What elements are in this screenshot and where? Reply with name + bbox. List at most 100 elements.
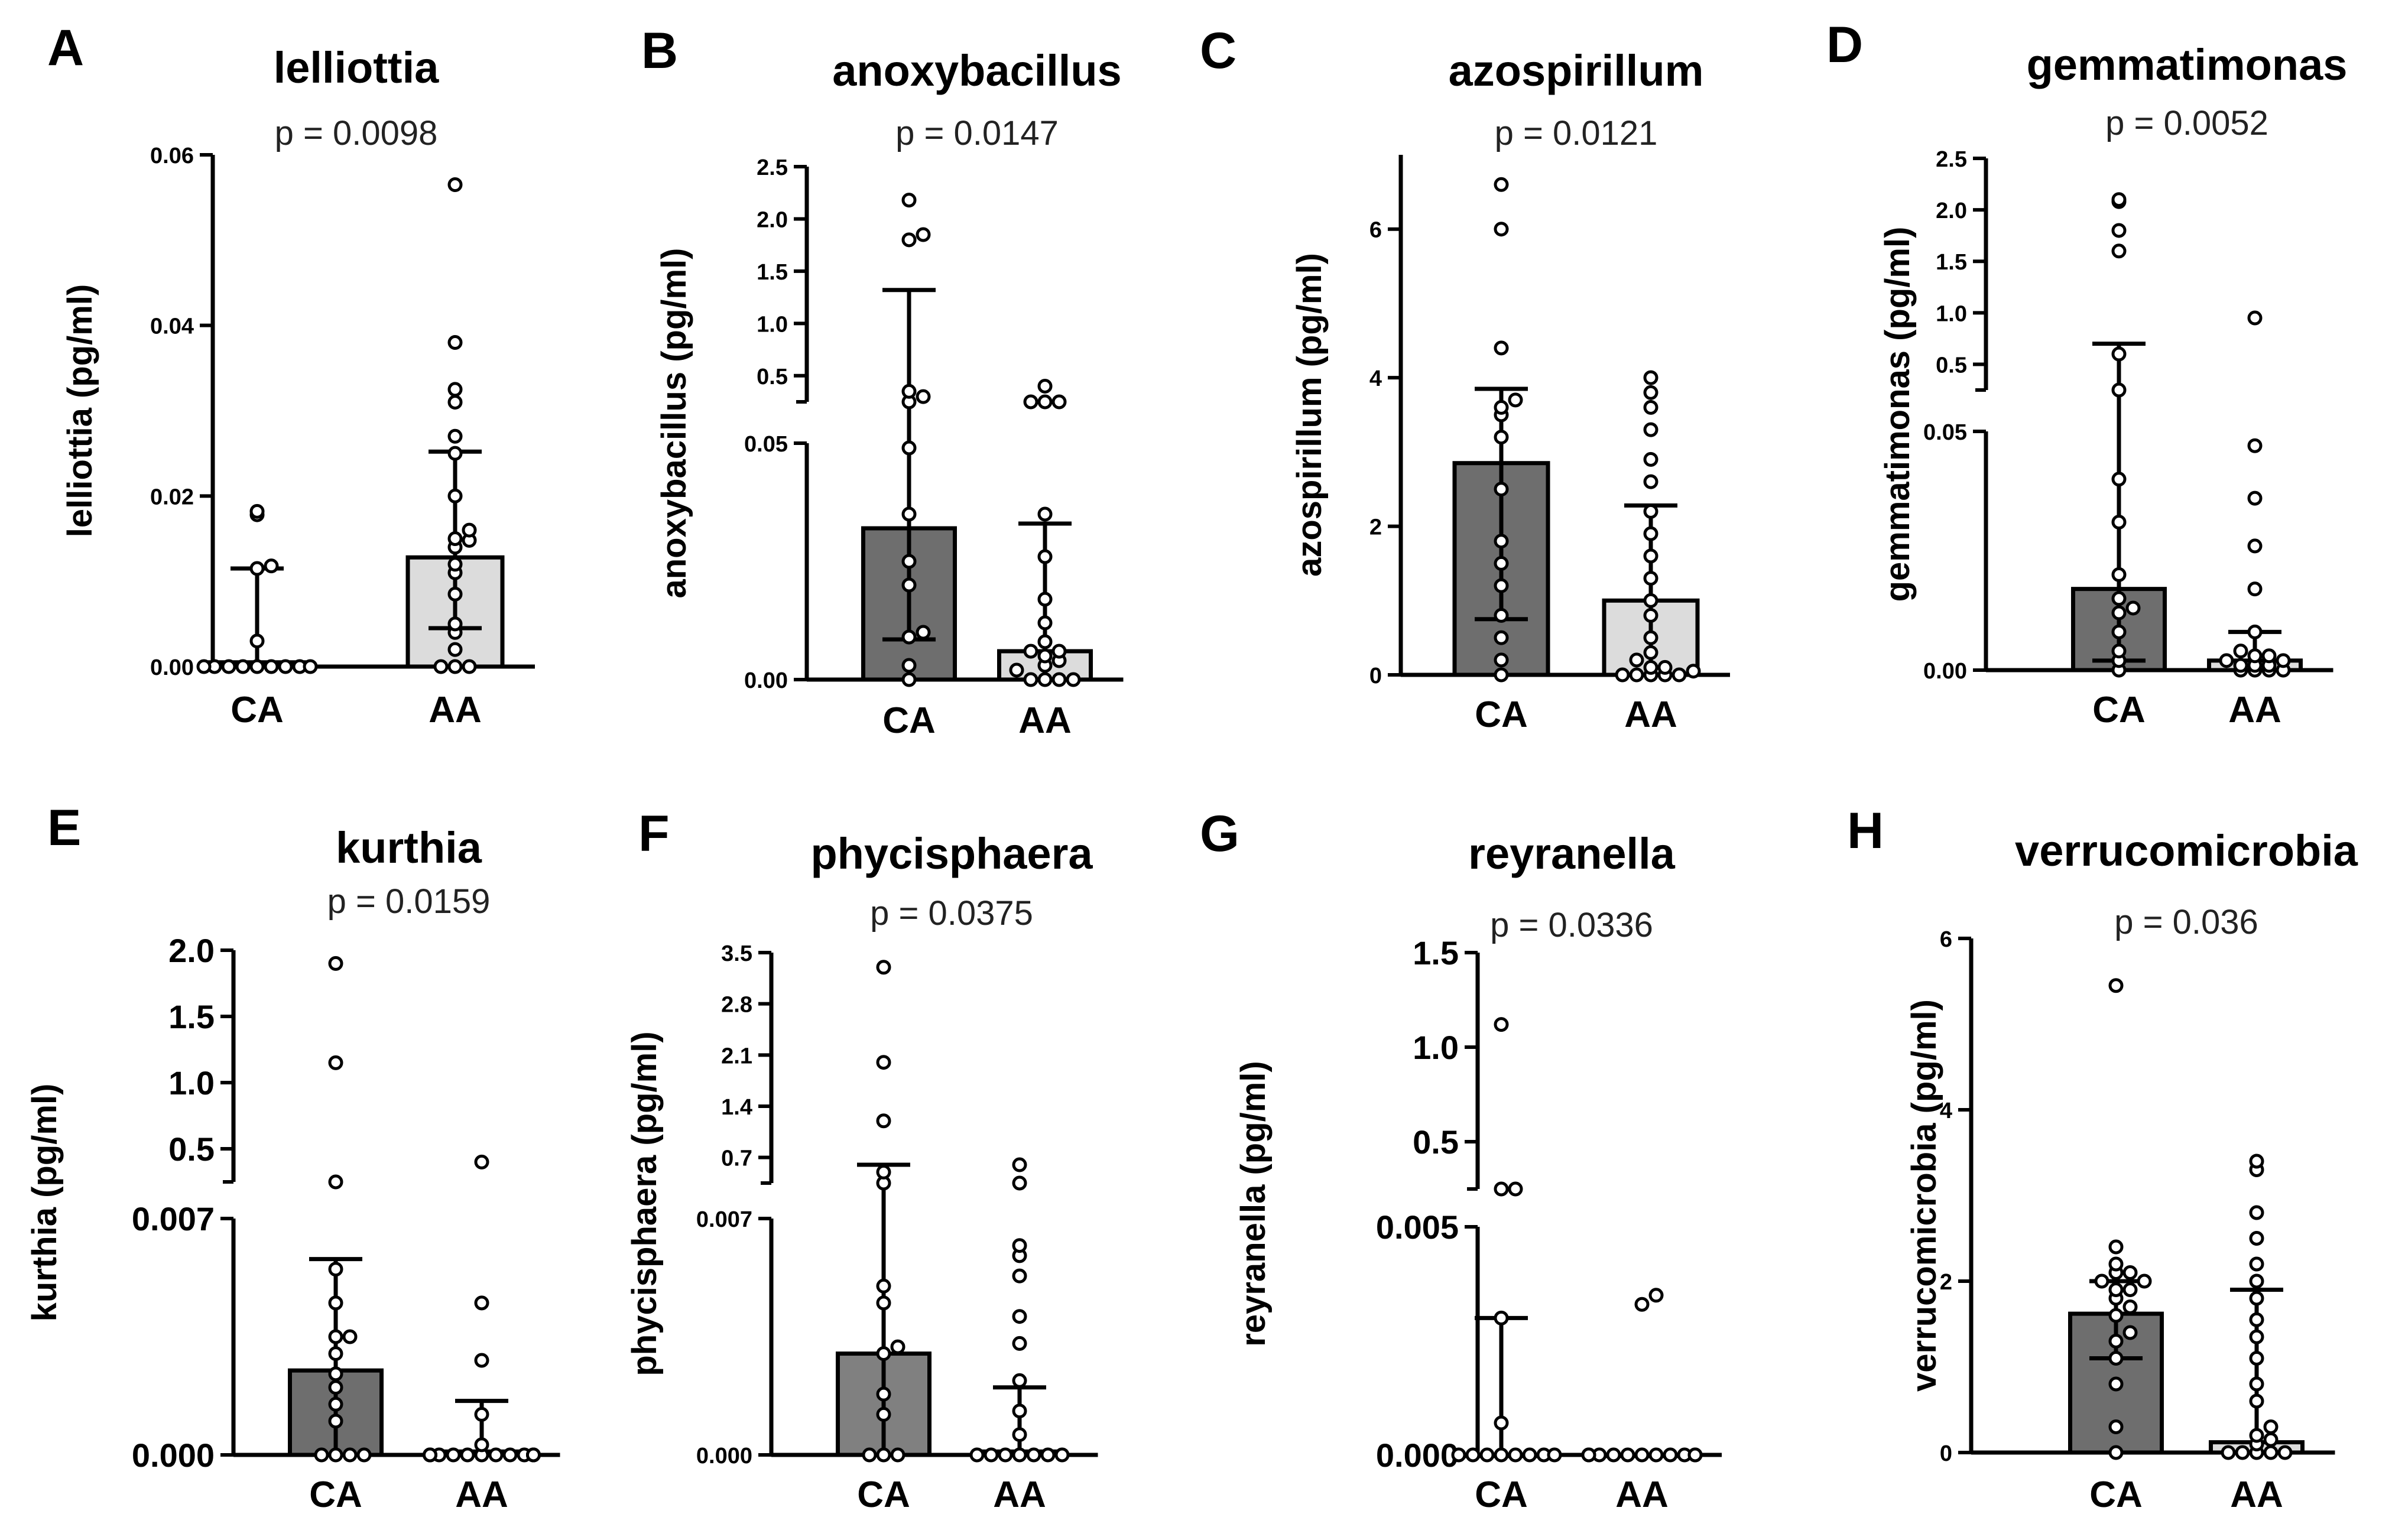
y-tick-label: 2.0 (1936, 199, 1967, 223)
data-point (235, 659, 251, 674)
data-point (876, 1164, 891, 1180)
panel-label: G (1200, 805, 1239, 862)
data-point (2108, 978, 2124, 993)
data-point (1643, 399, 1658, 415)
data-point (447, 488, 463, 503)
y-tick-label: 3.5 (721, 941, 752, 966)
data-point (1643, 548, 1658, 564)
data-point (969, 1447, 985, 1463)
data-point (1643, 385, 1658, 400)
data-point (1494, 534, 1509, 549)
data-point (1037, 394, 1053, 410)
data-point (342, 1329, 358, 1344)
data-point (447, 531, 463, 546)
data-point (1643, 474, 1658, 489)
data-point (2122, 1265, 2138, 1280)
data-point (502, 1447, 518, 1463)
y-tick-label: 0.04 (150, 314, 194, 339)
data-point (328, 1366, 343, 1382)
p-value-annotation: p = 0.0121 (1495, 114, 1658, 152)
data-point (303, 659, 318, 674)
data-point (474, 1154, 489, 1169)
data-point (2111, 515, 2127, 530)
x-tick-label: CA (857, 1474, 910, 1515)
y-axis-label: gemmatimonas (pg/ml) (1878, 227, 1917, 602)
y-tick-label: 2.0 (168, 932, 215, 969)
x-tick-label: AA (455, 1474, 508, 1515)
data-point (2249, 1291, 2264, 1306)
data-point (2111, 223, 2127, 238)
data-point (1037, 648, 1053, 664)
y-tick-label: 0.00 (150, 655, 194, 680)
y-tick-label: 2.8 (721, 993, 752, 1018)
x-tick-label: AA (429, 690, 482, 730)
data-point (2108, 1419, 2124, 1434)
data-point (2249, 1376, 2264, 1392)
y-tick-label: 2.1 (721, 1044, 752, 1068)
p-value-annotation: p = 0.036 (2114, 903, 2258, 941)
y-tick-label: 0.05 (1923, 420, 1967, 445)
data-point (447, 616, 463, 632)
x-tick-label: AA (1624, 694, 1677, 735)
data-point (423, 1447, 437, 1463)
y-tick-label: 2 (1369, 515, 1382, 540)
data-point (2111, 624, 2127, 639)
y-tick-label: 0.005 (1376, 1208, 1459, 1246)
data-point (249, 561, 265, 576)
x-tick-label: CA (1475, 694, 1528, 735)
data-point (916, 389, 931, 404)
data-point (2233, 658, 2248, 673)
data-point (1494, 652, 1509, 668)
data-point (876, 1447, 891, 1463)
data-point (1672, 667, 1687, 683)
data-point (474, 1295, 489, 1311)
data-point (916, 625, 931, 640)
panel-title: azospirillum (1449, 46, 1704, 95)
data-point (2108, 1376, 2124, 1392)
data-point (447, 382, 463, 397)
data-point (1634, 1297, 1650, 1312)
data-point (1037, 378, 1053, 394)
panel-label: A (47, 20, 84, 76)
data-point (196, 659, 212, 674)
data-point (328, 956, 343, 971)
data-point (446, 1447, 461, 1463)
data-point (1648, 1288, 1664, 1303)
data-point (1508, 1447, 1523, 1463)
data-point (1023, 644, 1038, 659)
data-point (488, 1447, 504, 1463)
data-point (1479, 1447, 1495, 1463)
data-point (447, 177, 463, 193)
y-tick-label: 0.000 (696, 1444, 752, 1468)
data-point (2249, 1256, 2264, 1272)
data-point (1012, 1336, 1027, 1351)
data-point (1040, 1447, 1056, 1463)
data-point (1012, 1157, 1027, 1172)
data-point (249, 659, 265, 674)
panel-title: reyranella (1468, 829, 1676, 878)
data-point (1494, 399, 1509, 415)
y-tick-label: 1.5 (168, 998, 215, 1035)
y-tick-label: 0.02 (150, 485, 194, 509)
data-point (1494, 1017, 1509, 1032)
y-axis-label: kurthia (pg/ml) (25, 1084, 64, 1322)
data-point (1012, 1175, 1027, 1191)
data-point (278, 659, 293, 674)
y-axis-label: verrucomicrobia (pg/ml) (1905, 999, 1943, 1392)
x-tick-label: CA (231, 690, 284, 730)
data-point (1581, 1447, 1596, 1463)
p-value-annotation: p = 0.0159 (327, 882, 491, 921)
data-point (328, 1414, 343, 1429)
y-tick-label: 0.7 (721, 1146, 752, 1171)
data-point (2247, 648, 2263, 664)
data-point (1494, 1310, 1509, 1325)
data-point (2108, 1351, 2124, 1366)
data-point (1686, 664, 1701, 679)
data-point (314, 1447, 329, 1463)
data-point (1643, 645, 1658, 660)
y-axis-label: anoxybacillus (pg/ml) (655, 248, 693, 599)
data-point (328, 1396, 343, 1412)
data-point (1494, 1181, 1509, 1197)
x-tick-label: AA (993, 1474, 1046, 1515)
data-point (2249, 1351, 2264, 1366)
